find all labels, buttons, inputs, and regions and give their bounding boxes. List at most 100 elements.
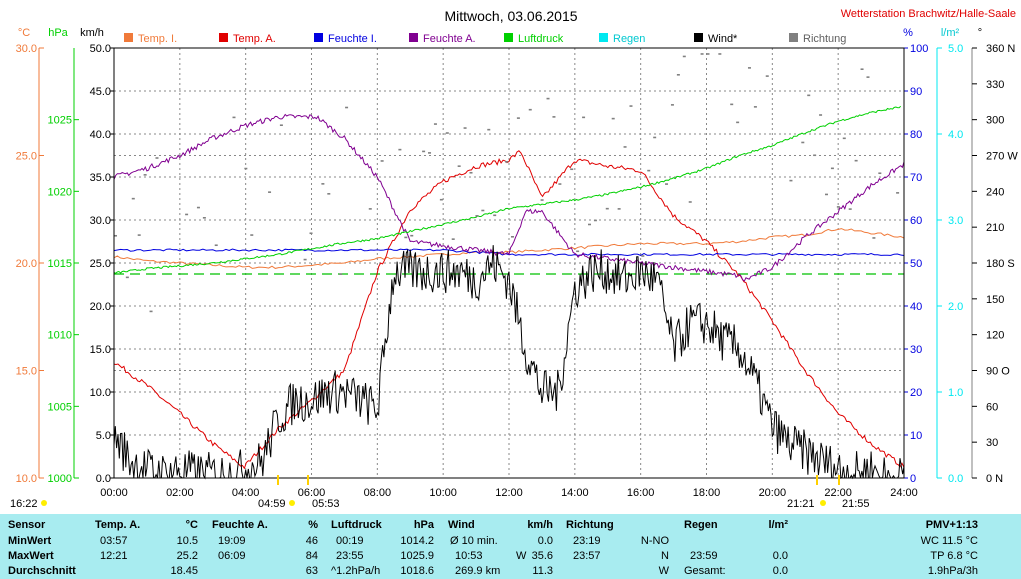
kmh-tick: 30.0 <box>90 215 111 227</box>
stats-table: Sensor MinWert MaxWert Durchschnitt Temp… <box>0 514 1021 579</box>
x-tick-label: 10:00 <box>429 487 457 499</box>
rain-tick: 1.0 <box>948 387 963 399</box>
dir-min-time: 23:19 <box>573 535 601 547</box>
temp-max-val: 25.2 <box>176 550 198 562</box>
legend-swatch-wind <box>694 33 703 42</box>
rain-tick: 5.0 <box>948 43 963 55</box>
chart-title: Mittwoch, 03.06.2015 <box>444 8 577 24</box>
x-tick-label: 20:00 <box>759 487 787 499</box>
degree-tick: 60 <box>986 401 998 413</box>
row-label-max: MaxWert <box>8 550 54 562</box>
row-label-min: MinWert <box>8 535 52 547</box>
percent-tick: 70 <box>910 172 922 184</box>
unit-celsius: °C <box>18 27 30 39</box>
station-name: Wetterstation Brachwitz/Halle-Saale <box>841 8 1016 20</box>
percent-tick: 10 <box>910 430 922 442</box>
hdr-wind-unit: km/h <box>527 519 553 531</box>
degree-tick: 300 <box>986 115 1004 127</box>
hdr-hum-unit: % <box>308 519 318 531</box>
sunrise-time: 04:59 <box>258 498 286 510</box>
hdr-temp-unit: °C <box>185 519 198 531</box>
press-max-time: 23:55 <box>336 550 364 562</box>
wind-max-dir: W <box>516 550 527 562</box>
degree-tick: 240 <box>986 186 1004 198</box>
unit-hpa: hPa <box>48 27 68 39</box>
x-tick-label: 12:00 <box>495 487 523 499</box>
degree-tick: 360 N <box>986 43 1015 55</box>
temp-min-val: 10.5 <box>176 535 198 547</box>
hdr-press: Luftdruck <box>331 519 382 531</box>
hdr-pmv: PMV+1:13 <box>925 519 978 531</box>
kmh-tick: 5.0 <box>96 430 111 442</box>
legend-swatch-rain <box>599 33 608 42</box>
hdr-sensor: Sensor <box>8 519 46 531</box>
kmh-tick: 35.0 <box>90 172 111 184</box>
pmv-windchill: WC 11.5 °C <box>920 535 978 547</box>
legend-label-pressure: Luftdruck <box>518 33 564 45</box>
pmv-pressure-trend: 1.9hPa/3h <box>927 565 978 577</box>
degree-tick: 120 <box>986 330 1004 342</box>
hdr-rain: Regen <box>684 519 718 531</box>
hdr-wind: Wind <box>448 519 475 531</box>
kmh-tick: 25.0 <box>90 258 111 270</box>
sun-left-time: 16:22 <box>10 498 38 510</box>
sunset-time: 21:21 <box>787 498 815 510</box>
press-avg-val: 1018.6 <box>400 565 434 577</box>
legend-label-wind: Wind* <box>708 33 738 45</box>
legend-label-hum-out: Feuchte A. <box>423 33 476 45</box>
series-temp-out <box>113 150 905 470</box>
rain-tick: 4.0 <box>948 129 963 141</box>
wind-min-label: Ø 10 min. <box>450 535 498 547</box>
legend-swatch-pressure <box>504 33 513 42</box>
wind-avg-val: 11.3 <box>532 565 553 577</box>
kmh-tick: 40.0 <box>90 129 111 141</box>
celsius-tick: 10.0 <box>16 473 37 485</box>
x-tick-label: 22:00 <box>824 487 852 499</box>
grid <box>114 48 904 478</box>
hum-max-time: 06:09 <box>218 550 246 562</box>
sunset-icon <box>820 500 826 506</box>
wind-max-val: 35.6 <box>531 550 553 562</box>
wind-max-time: 10:53 <box>455 550 483 562</box>
rain-max-val: 0.0 <box>772 550 788 562</box>
degree-tick: 180 S <box>986 258 1015 270</box>
degree-tick: 270 W <box>986 151 1018 163</box>
hdr-press-unit: hPa <box>413 519 434 531</box>
chart-background <box>0 0 1021 514</box>
percent-tick: 60 <box>910 215 922 227</box>
legend-label-hum-in: Feuchte I. <box>328 33 377 45</box>
percent-tick: 90 <box>910 86 922 98</box>
series-hum-out <box>113 113 905 282</box>
hum-min-val: 46 <box>305 535 318 547</box>
hum-avg-val: 63 <box>305 565 318 577</box>
percent-tick: 50 <box>910 258 922 270</box>
kmh-tick: 15.0 <box>90 344 111 356</box>
legend-label-temp-in: Temp. I. <box>138 33 177 45</box>
legend-label-rain: Regen <box>613 33 645 45</box>
x-tick-label: 06:00 <box>298 487 326 499</box>
degree-tick: 90 O <box>986 366 1010 378</box>
dir-max-time: 23:57 <box>573 550 601 562</box>
rain-tick: 3.0 <box>948 215 963 227</box>
hum-max-val: 84 <box>305 550 318 562</box>
weather-chart: Mittwoch, 03.06.2015 Wetterstation Brach… <box>0 0 1021 514</box>
hdr-temp: Temp. A. <box>95 519 141 531</box>
unit-percent: % <box>903 27 913 39</box>
dir-max-val: N <box>661 550 669 562</box>
wind-min-val: 0.0 <box>537 535 553 547</box>
unit-degree: ° <box>978 27 982 39</box>
kmh-tick: 20.0 <box>90 301 111 313</box>
percent-tick: 20 <box>910 387 922 399</box>
hpa-tick: 1010 <box>48 330 72 342</box>
series-temp-in <box>113 228 905 269</box>
sun-left-icon <box>41 500 47 506</box>
x-tick-label: 04:00 <box>232 487 260 499</box>
hpa-tick: 1015 <box>48 258 72 270</box>
degree-tick: 330 <box>986 79 1004 91</box>
rain-max-time: 23:59 <box>690 550 718 562</box>
legend-swatch-direction <box>789 33 798 42</box>
percent-tick: 40 <box>910 301 922 313</box>
percent-tick: 30 <box>910 344 922 356</box>
axis-ticks: 00:00 02:00 04:00 06:00 08:00 10:00 12:00 14:00… <box>16 43 1019 499</box>
plot-frame <box>113 47 905 479</box>
